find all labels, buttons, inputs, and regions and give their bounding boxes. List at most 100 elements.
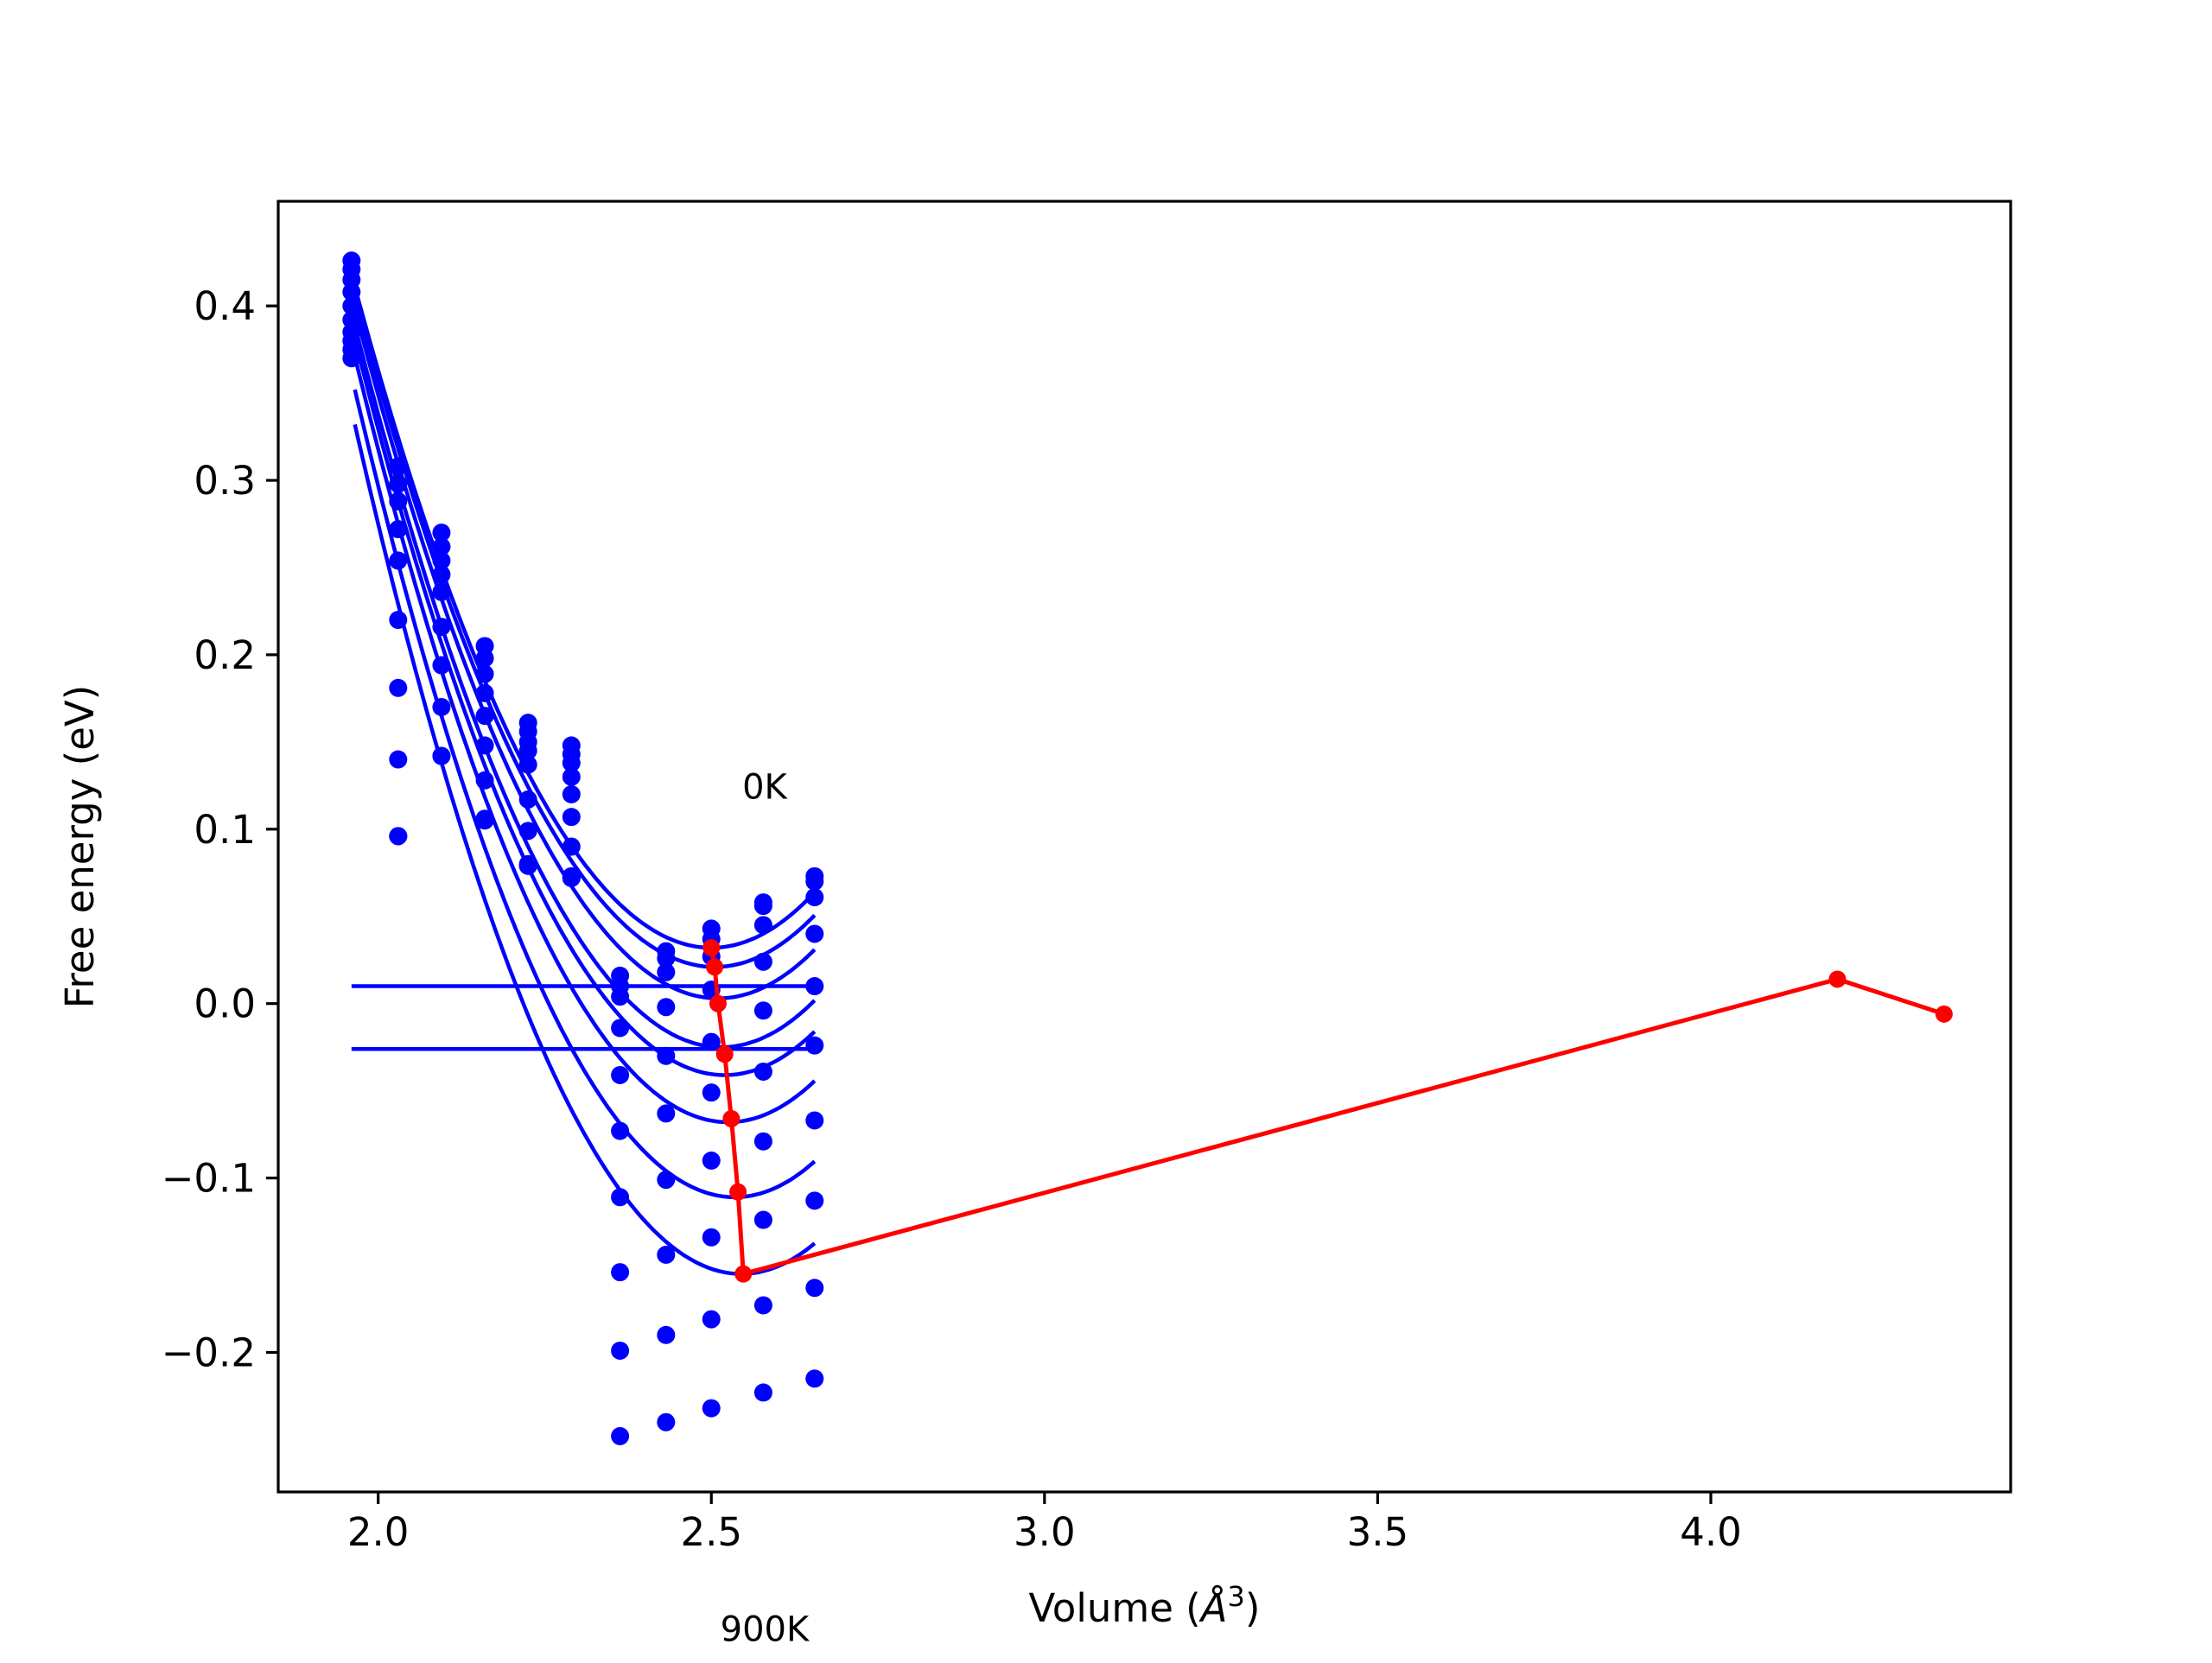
data-point-7-5 (518, 822, 537, 841)
minima-point-3 (709, 994, 727, 1012)
x-tick-label-3: 3.0 (1014, 1509, 1076, 1555)
data-point-9-9 (702, 1310, 721, 1329)
data-point-2-3 (432, 537, 451, 556)
minima-point-6 (729, 1183, 747, 1201)
data-point-8-7 (611, 1263, 630, 1282)
data-point-10-4 (475, 811, 494, 830)
x-axis-label-exponent: 3 (1228, 1580, 1245, 1613)
annotation-1: 0K (742, 767, 788, 807)
data-point-10-9 (702, 1399, 721, 1418)
data-point-10-8 (657, 1412, 676, 1431)
data-point-9-11 (805, 1279, 824, 1298)
minima-point-5 (722, 1109, 741, 1127)
data-point-4-11 (805, 924, 824, 943)
fit-curve-3 (353, 308, 817, 1000)
x-tick-label-4: 3.5 (1347, 1509, 1409, 1555)
data-point-9-10 (753, 1296, 772, 1315)
minima-point-7 (734, 1265, 753, 1283)
data-point-5-4 (475, 707, 494, 726)
data-point-5-3 (432, 582, 451, 601)
data-point-6-10 (753, 1062, 772, 1081)
data-point-6-2 (389, 611, 408, 630)
data-point-4-2 (389, 520, 408, 539)
y-tick-label-7: 0.4 (194, 283, 256, 329)
data-point-7-6 (562, 837, 581, 856)
data-point-5-11 (805, 977, 824, 996)
data-point-6-9 (702, 1083, 721, 1102)
data-point-6-5 (518, 790, 537, 809)
data-point-5-6 (562, 784, 581, 803)
data-point-4-4 (475, 683, 494, 702)
data-point-10-7 (611, 1426, 630, 1445)
data-point-3-3 (432, 551, 451, 570)
data-point-6-11 (805, 1036, 824, 1055)
y-tick-label-3: 0.0 (194, 981, 256, 1027)
data-point-5-2 (389, 551, 408, 570)
data-point-8-10 (753, 1210, 772, 1229)
annotations: 0K 900K (721, 767, 810, 1649)
data-point-10-11 (805, 1369, 824, 1388)
fit-curve-6 (353, 356, 817, 1125)
data-point-5-9 (702, 1032, 721, 1051)
data-point-7-3 (432, 656, 451, 675)
data-point-7-11 (805, 1111, 824, 1130)
minima-point-4 (715, 1045, 734, 1063)
data-point-5-10 (753, 1001, 772, 1020)
minima-path-line (709, 947, 1945, 1277)
data-point-10-10 (753, 1383, 772, 1402)
data-point-4-5 (518, 741, 537, 760)
data-point-4-3 (432, 565, 451, 584)
data-point-8-2 (389, 750, 408, 769)
data-point-2-8 (657, 949, 676, 968)
minima-point-2 (706, 958, 724, 976)
y-tick-label-2: −0.1 (162, 1156, 256, 1202)
x-axis-label: Volume (Å3) (1029, 1580, 1261, 1631)
data-point-3-6 (562, 753, 581, 772)
x-axis-label-text: Volume ( (1029, 1585, 1201, 1631)
data-point-8-3 (432, 697, 451, 716)
data-point-3-11 (805, 888, 824, 907)
data-point-10-2 (389, 827, 408, 846)
data-point-3-2 (389, 492, 408, 511)
data-point-8-8 (657, 1245, 676, 1264)
data-point-6-7 (611, 1121, 630, 1140)
data-point-8-11 (805, 1191, 824, 1210)
data-point-2-11 (805, 872, 824, 891)
data-point-7-7 (611, 1188, 630, 1207)
fit-curve-2 (353, 296, 817, 969)
data-point-2-10 (753, 897, 772, 916)
x-tick-label-1: 2.0 (347, 1509, 410, 1555)
data-point-1-3 (432, 524, 451, 543)
data-point-3-4 (475, 664, 494, 683)
data-point-3-10 (753, 916, 772, 935)
data-point-4-8 (657, 998, 676, 1017)
y-tick-label-5: 0.2 (194, 632, 256, 678)
data-point-9-8 (657, 1325, 676, 1344)
data-point-4-7 (611, 1019, 630, 1038)
data-point-5-5 (518, 755, 537, 774)
x-axis-label-close: ) (1245, 1585, 1261, 1631)
data-point-9-7 (611, 1341, 630, 1360)
data-point-10-6 (562, 868, 581, 887)
data-point-3-7 (611, 987, 630, 1006)
y-tick-label-4: 0.1 (194, 807, 256, 853)
data-point-1-2 (389, 457, 408, 476)
y-tick-label-6: 0.3 (194, 458, 256, 504)
y-tick-label-1: −0.2 (162, 1330, 256, 1375)
data-point-4-10 (753, 952, 772, 971)
fit-curve-4 (353, 324, 817, 1050)
x-tick-label-2: 2.5 (680, 1509, 742, 1555)
data-point-4-6 (562, 767, 581, 786)
data-point-4-1 (342, 282, 361, 301)
data-point-10-3 (432, 746, 451, 765)
x-axis-label-symbol: Å (1198, 1585, 1228, 1631)
data-point-10-1 (342, 349, 361, 368)
minima-point-9 (1935, 1005, 1953, 1023)
data-point-6-4 (475, 736, 494, 755)
data-point-7-9 (702, 1151, 721, 1170)
data-point-6-6 (562, 808, 581, 827)
data-point-7-10 (753, 1132, 772, 1151)
data-point-10-5 (518, 856, 537, 875)
